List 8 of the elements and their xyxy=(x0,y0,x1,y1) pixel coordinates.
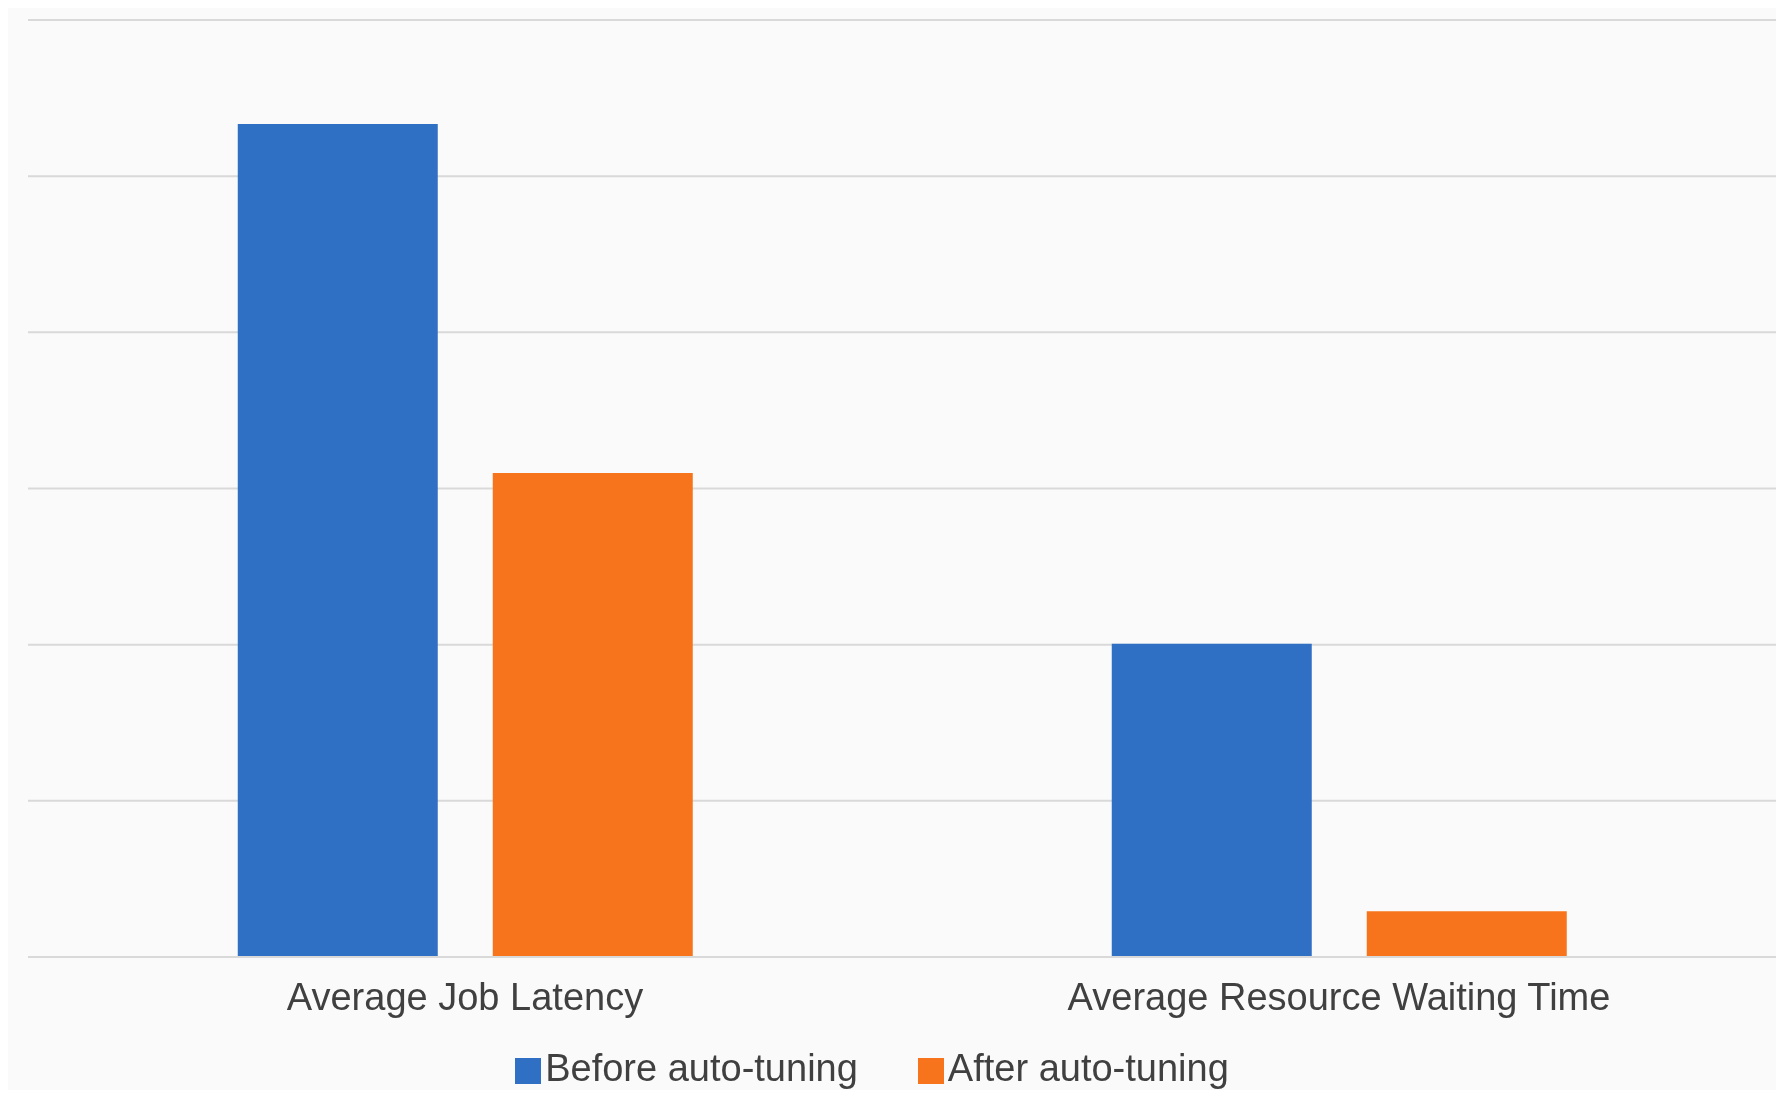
legend-label: After auto-tuning xyxy=(947,1047,1229,1089)
x-tick-label: Average Job Latency xyxy=(286,975,644,1018)
x-tick-label: Average Resource Waiting Time xyxy=(1067,975,1611,1018)
bar xyxy=(1111,643,1312,957)
bar xyxy=(1366,911,1567,957)
bar xyxy=(492,473,693,957)
legend-label: Before auto-tuning xyxy=(545,1047,858,1089)
bar xyxy=(237,124,438,957)
